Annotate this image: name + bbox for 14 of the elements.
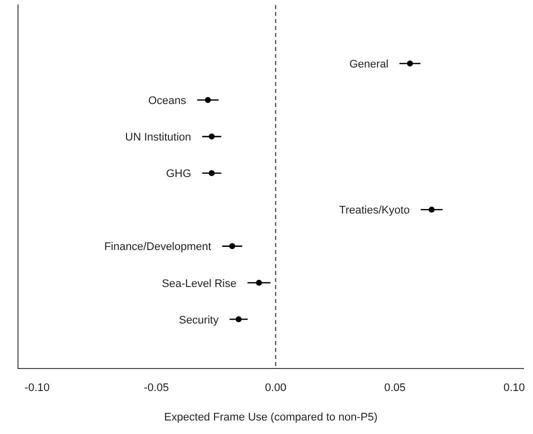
y-tick-label: Treaties/Kyoto	[339, 204, 410, 217]
y-tick-label: Sea-Level Rise	[162, 278, 236, 290]
x-tick-label: 0.05	[384, 382, 406, 394]
y-tick-label: Security	[178, 314, 220, 326]
x-tick-label: -0.05	[144, 382, 169, 394]
y-tick-label: General	[349, 58, 388, 70]
y-tick-label: UN Institution	[125, 132, 192, 144]
x-tick-label: 0.10	[503, 382, 525, 394]
y-tick-label: GHG	[166, 168, 192, 180]
x-tick-label: -0.10	[24, 382, 50, 394]
x-axis-title: Expected Frame Use (compared to non-P5)	[164, 411, 378, 424]
y-tick-label: Finance/Development	[104, 241, 212, 254]
y-tick-label: Oceans	[148, 95, 187, 108]
x-tick-label: 0.00	[264, 382, 286, 394]
